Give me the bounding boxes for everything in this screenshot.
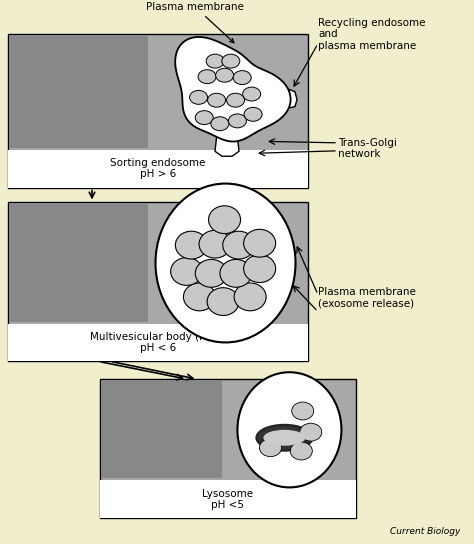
Ellipse shape bbox=[292, 402, 314, 420]
Ellipse shape bbox=[199, 230, 231, 258]
Ellipse shape bbox=[234, 283, 266, 311]
Ellipse shape bbox=[155, 183, 295, 342]
Ellipse shape bbox=[195, 259, 227, 287]
Ellipse shape bbox=[222, 54, 240, 68]
Ellipse shape bbox=[259, 439, 282, 456]
Ellipse shape bbox=[211, 117, 229, 131]
Ellipse shape bbox=[216, 69, 234, 82]
Text: Lysosome
pH <5: Lysosome pH <5 bbox=[202, 489, 254, 510]
Text: Plasma membrane
(exosome release): Plasma membrane (exosome release) bbox=[318, 287, 416, 308]
Ellipse shape bbox=[171, 257, 202, 286]
Ellipse shape bbox=[183, 283, 215, 311]
Bar bbox=[8, 202, 308, 361]
Ellipse shape bbox=[223, 231, 255, 259]
Ellipse shape bbox=[256, 425, 312, 450]
Polygon shape bbox=[215, 133, 239, 156]
Ellipse shape bbox=[220, 259, 252, 287]
Ellipse shape bbox=[208, 93, 226, 107]
Bar bbox=[8, 324, 308, 361]
Polygon shape bbox=[175, 37, 291, 141]
Bar bbox=[102, 381, 222, 479]
Ellipse shape bbox=[290, 442, 312, 460]
Text: Plasma membrane: Plasma membrane bbox=[146, 2, 244, 43]
Bar bbox=[8, 34, 308, 188]
Text: Trans-Golgi
network: Trans-Golgi network bbox=[338, 138, 397, 159]
Ellipse shape bbox=[175, 231, 207, 259]
Text: Recycling endosome
and
plasma membrane: Recycling endosome and plasma membrane bbox=[318, 18, 426, 51]
Polygon shape bbox=[257, 84, 297, 109]
Ellipse shape bbox=[207, 288, 239, 316]
Bar bbox=[10, 205, 148, 322]
Ellipse shape bbox=[206, 54, 224, 68]
Ellipse shape bbox=[233, 71, 251, 84]
Ellipse shape bbox=[209, 206, 240, 233]
Bar bbox=[100, 379, 356, 518]
Text: Multivesicular body (MVB)
pH < 6: Multivesicular body (MVB) pH < 6 bbox=[90, 332, 226, 353]
Ellipse shape bbox=[244, 255, 275, 282]
Ellipse shape bbox=[227, 93, 245, 107]
Ellipse shape bbox=[237, 372, 341, 487]
Bar bbox=[8, 150, 308, 188]
Ellipse shape bbox=[300, 423, 322, 441]
Ellipse shape bbox=[244, 230, 275, 257]
Ellipse shape bbox=[198, 70, 216, 84]
Text: Current Biology: Current Biology bbox=[390, 527, 460, 536]
Ellipse shape bbox=[195, 110, 213, 125]
Ellipse shape bbox=[243, 87, 261, 101]
Ellipse shape bbox=[264, 430, 305, 446]
Bar bbox=[100, 480, 356, 518]
Ellipse shape bbox=[244, 107, 262, 121]
Bar bbox=[10, 35, 148, 148]
Ellipse shape bbox=[228, 114, 246, 128]
Ellipse shape bbox=[190, 90, 208, 104]
Text: Sorting endosome
pH > 6: Sorting endosome pH > 6 bbox=[110, 158, 206, 180]
